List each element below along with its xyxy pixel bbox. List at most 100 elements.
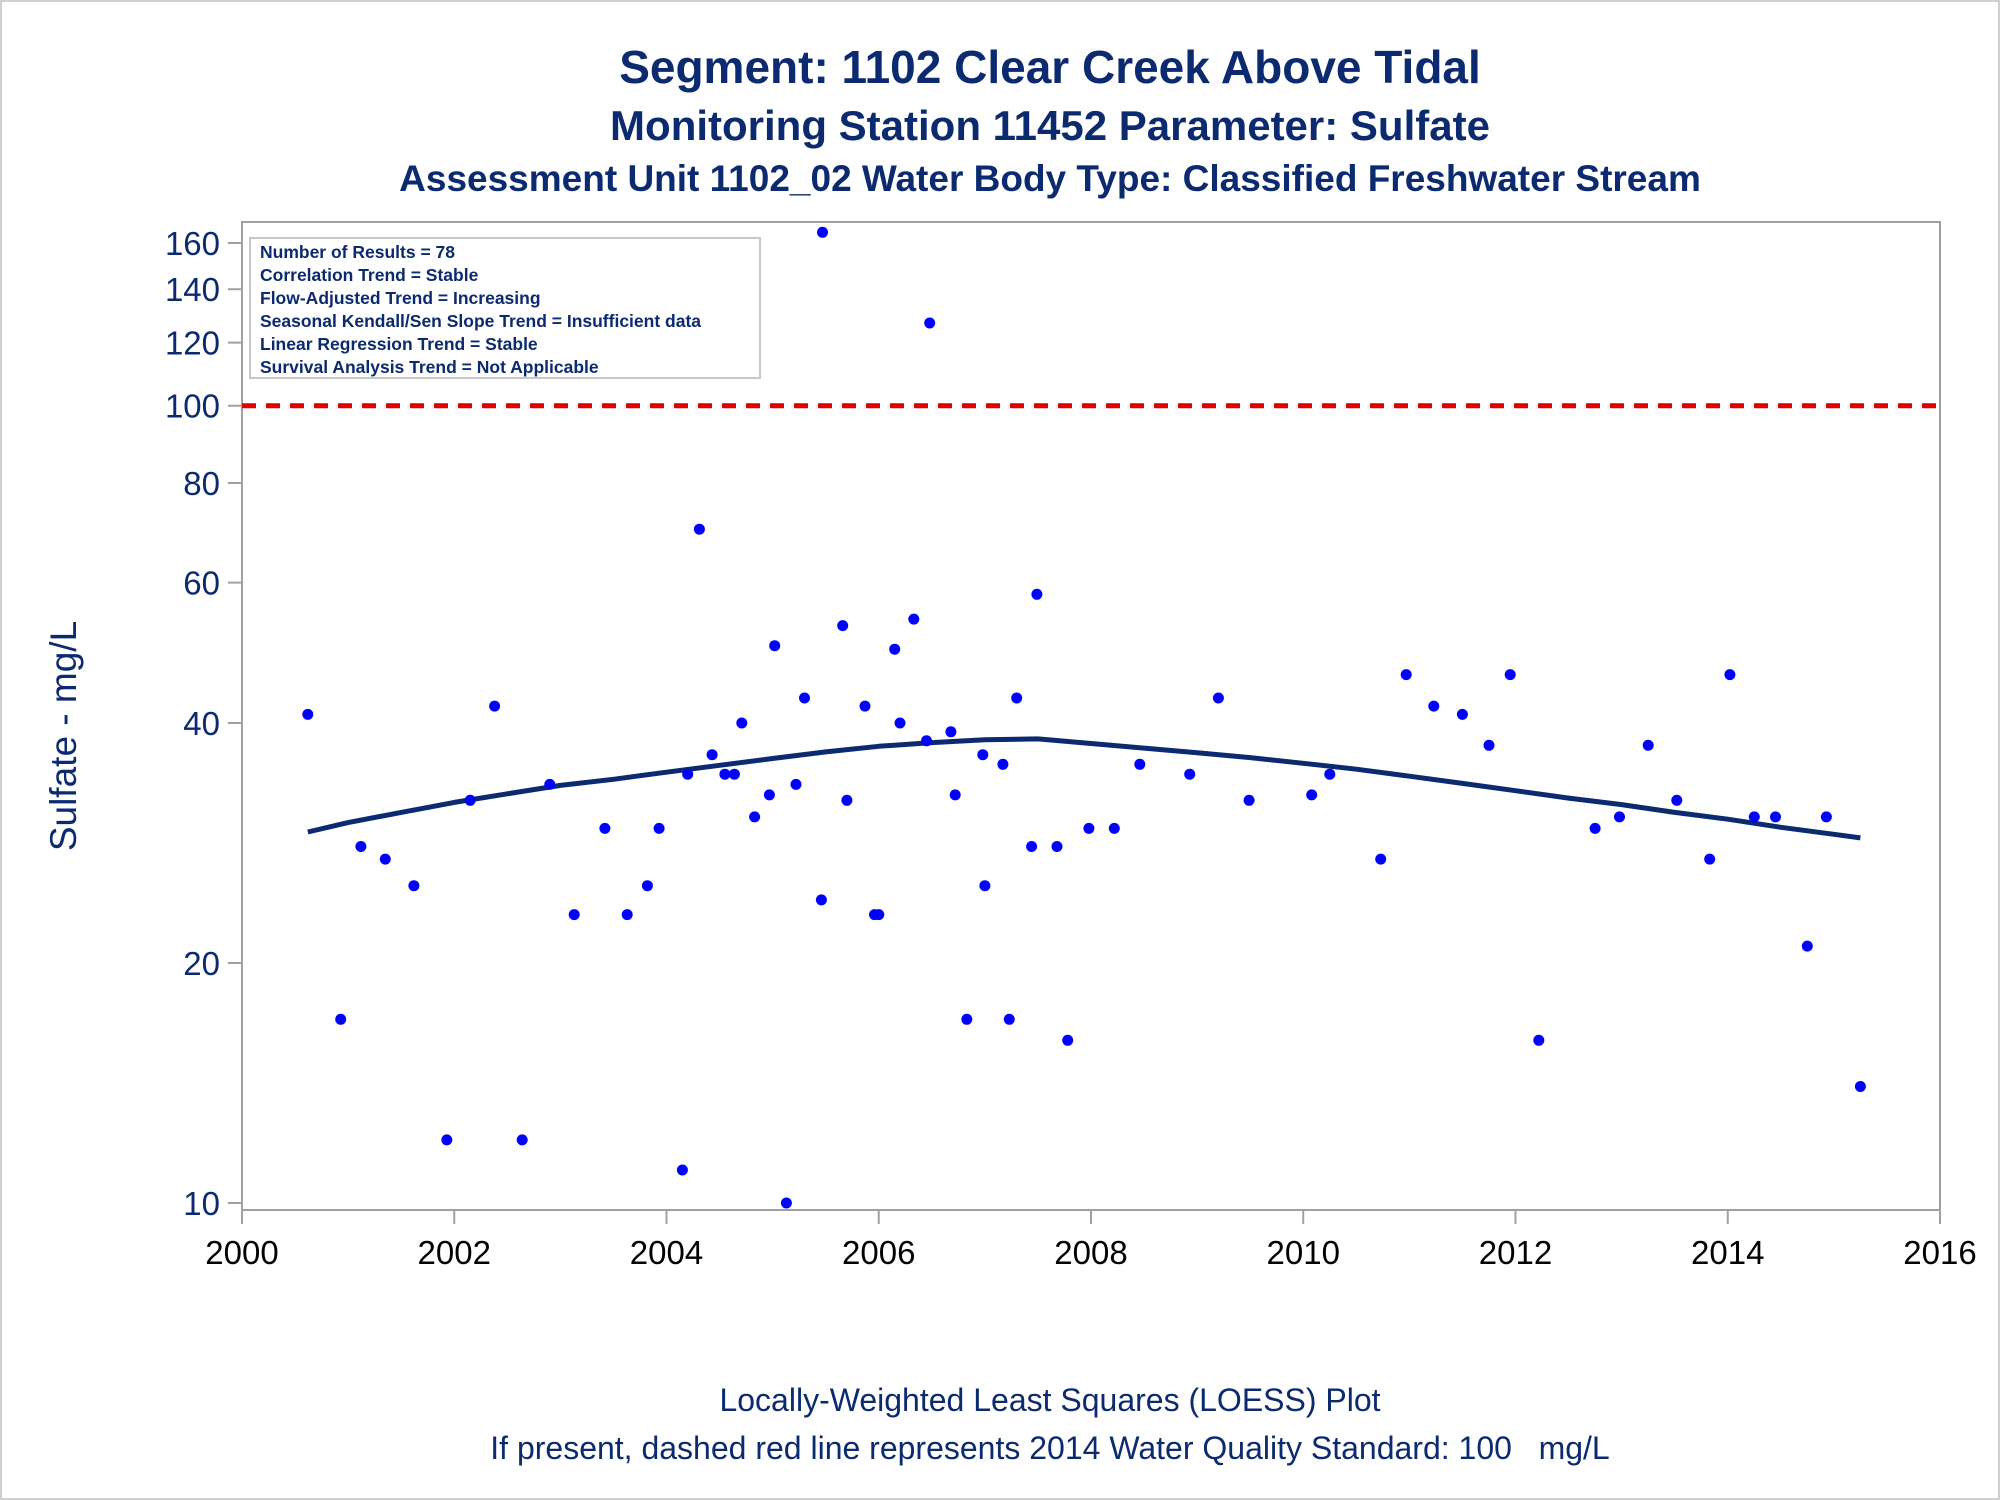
y-tick-label: 120 — [165, 325, 220, 362]
stats-line: Survival Analysis Trend = Not Applicable — [260, 357, 599, 377]
data-point — [997, 758, 1009, 770]
data-point — [945, 726, 957, 738]
data-point — [1748, 811, 1760, 823]
y-tick-label: 80 — [183, 465, 220, 502]
x-tick-label: 2006 — [842, 1234, 915, 1271]
stats-line: Seasonal Kendall/Sen Slope Trend = Insuf… — [260, 311, 701, 331]
data-point — [817, 226, 828, 238]
loess-layer — [307, 736, 1861, 841]
stats-line: Flow-Adjusted Trend = Increasing — [260, 288, 541, 308]
data-point — [1108, 822, 1120, 834]
data-point — [355, 841, 367, 852]
data-point — [841, 794, 853, 806]
data-point — [1671, 794, 1683, 806]
data-point — [1614, 811, 1625, 823]
data-point — [599, 822, 611, 834]
data-point — [1704, 853, 1716, 865]
y-tick-label: 20 — [183, 945, 220, 982]
data-point — [653, 822, 665, 834]
x-tick-label: 2002 — [418, 1234, 491, 1271]
data-point — [1375, 853, 1387, 865]
data-point — [763, 789, 775, 801]
data-point — [921, 735, 932, 747]
data-point — [924, 317, 936, 329]
data-point — [1134, 758, 1146, 770]
y-tick-label: 60 — [183, 565, 220, 602]
footer-note-1: Locally-Weighted Least Squares (LOESS) P… — [719, 1382, 1381, 1418]
x-tick-label: 2004 — [630, 1234, 703, 1271]
data-point — [706, 749, 718, 761]
data-point — [693, 523, 705, 535]
x-tick-label: 2012 — [1479, 1234, 1552, 1271]
data-point — [1589, 822, 1601, 834]
data-point — [769, 640, 781, 652]
data-point — [1003, 1013, 1015, 1025]
loess-curve — [307, 736, 1861, 841]
data-point — [1026, 841, 1038, 852]
data-point — [1184, 768, 1196, 780]
data-point — [544, 778, 556, 790]
points-layer — [302, 226, 1866, 1209]
stats-line: Correlation Trend = Stable — [260, 265, 479, 285]
stats-box: Number of Results = 78 Correlation Trend … — [249, 237, 761, 379]
data-point — [1306, 789, 1318, 801]
data-point — [1533, 1034, 1545, 1046]
data-point — [568, 909, 580, 921]
footer-note-2: If present, dashed red line represents 2… — [490, 1430, 1610, 1466]
data-point — [979, 880, 991, 892]
data-point — [749, 811, 761, 823]
data-point — [1011, 692, 1023, 704]
y-tick-label: 10 — [183, 1185, 220, 1222]
data-point — [1062, 1034, 1074, 1046]
data-point — [1243, 794, 1255, 806]
data-point — [977, 749, 989, 761]
data-point — [1854, 1081, 1866, 1092]
data-point — [1051, 841, 1063, 852]
data-point — [815, 894, 827, 906]
data-point — [441, 1134, 453, 1146]
data-point — [1324, 768, 1336, 780]
y-tick-label: 100 — [165, 388, 220, 425]
data-point — [621, 909, 633, 921]
y-tick-label: 140 — [165, 271, 220, 308]
data-point — [728, 768, 740, 780]
data-point — [1820, 811, 1832, 823]
data-point — [464, 794, 476, 806]
chart-subtitle-2: Assessment Unit 1102_02 Water Body Type:… — [399, 158, 1701, 199]
scatter-chart: 10 20 40 60 80 100 120 140 160 2000 2002 2004 2006 20… — [43, 221, 1977, 1271]
data-point — [335, 1013, 347, 1025]
data-point — [1456, 708, 1468, 720]
data-point — [1770, 811, 1781, 823]
data-point — [1031, 588, 1043, 600]
data-point — [894, 717, 906, 729]
data-point — [1724, 669, 1736, 681]
data-point — [682, 768, 694, 780]
stats-line: Number of Results = 78 — [260, 242, 455, 262]
axes-layer: 10 20 40 60 80 100 120 140 160 2000 2002 2004 2006 20… — [43, 221, 1977, 1271]
data-point — [889, 643, 901, 655]
data-point — [641, 880, 653, 892]
y-tick-label: 40 — [183, 705, 220, 742]
data-point — [1642, 739, 1654, 751]
x-tick-label: 2010 — [1267, 1234, 1340, 1271]
x-tick-label: 2008 — [1054, 1234, 1127, 1271]
data-point — [961, 1013, 973, 1025]
data-point — [719, 768, 731, 780]
data-point — [676, 1164, 688, 1176]
data-point — [489, 700, 501, 712]
data-point — [736, 717, 748, 729]
data-point — [908, 613, 920, 625]
data-point — [873, 909, 885, 921]
x-tick-label: 2016 — [1903, 1234, 1976, 1271]
data-point — [790, 778, 802, 790]
data-point — [1083, 822, 1095, 834]
data-point — [780, 1197, 792, 1209]
data-point — [1801, 940, 1813, 952]
data-point — [516, 1134, 528, 1146]
y-tick-label: 160 — [165, 225, 220, 262]
x-tick-label: 2000 — [205, 1234, 278, 1271]
x-tick-label: 2014 — [1691, 1234, 1764, 1271]
stats-line: Linear Regression Trend = Stable — [260, 334, 538, 354]
data-point — [1400, 669, 1412, 681]
